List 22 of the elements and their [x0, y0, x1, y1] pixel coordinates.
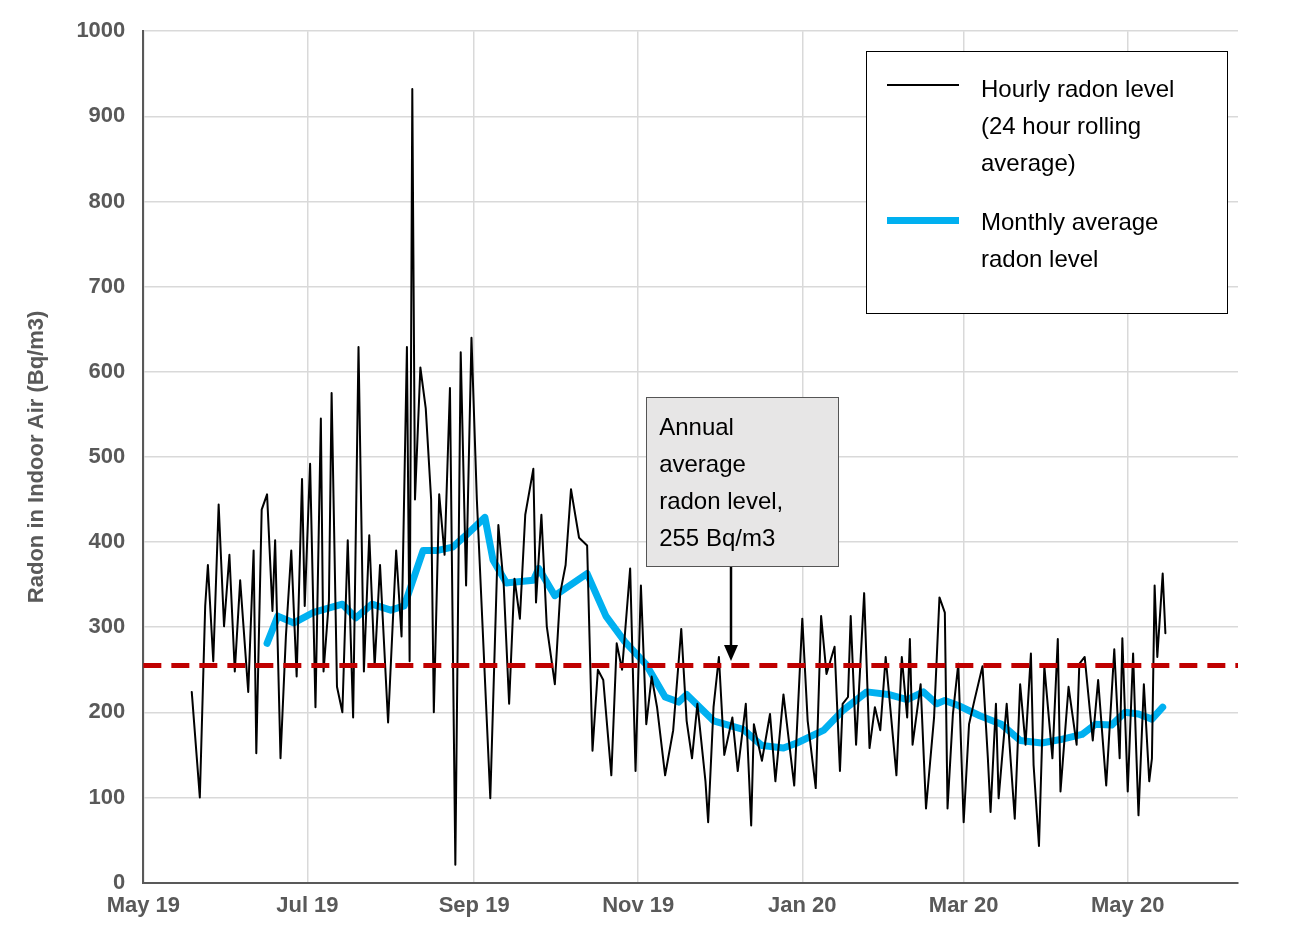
x-tick-label: Jul 19	[276, 891, 339, 917]
y-tick-label: 0	[113, 868, 126, 894]
legend-label: Hourly radon level (24 hour rolling average)	[981, 74, 1176, 179]
y-tick-label: 600	[88, 357, 126, 383]
y-tick-label: 200	[88, 698, 126, 724]
y-tick-label: 900	[88, 102, 126, 128]
y-tick-label: 700	[88, 272, 126, 298]
annotation: Annual average radon level, 255 Bq/m3	[646, 397, 840, 568]
y-tick-label: 100	[88, 783, 126, 809]
y-tick-label: 800	[88, 187, 126, 213]
x-tick-label: May 20	[1091, 891, 1165, 917]
y-axis-title: Radon in Indoor Air (Bq/m3)	[23, 310, 49, 604]
x-tick-label: Sep 19	[438, 891, 510, 917]
y-tick-label: 500	[88, 442, 126, 468]
x-tick-label: Jan 20	[768, 891, 837, 917]
y-tick-label: 1000	[76, 17, 126, 43]
legend-label: Monthly average radon level	[981, 207, 1160, 275]
x-tick-label: Mar 20	[928, 891, 999, 917]
x-tick-label: Nov 19	[602, 891, 675, 917]
y-tick-label: 400	[88, 528, 126, 554]
y-tick-label: 300	[88, 613, 126, 639]
x-tick-label: May 19	[106, 891, 181, 917]
